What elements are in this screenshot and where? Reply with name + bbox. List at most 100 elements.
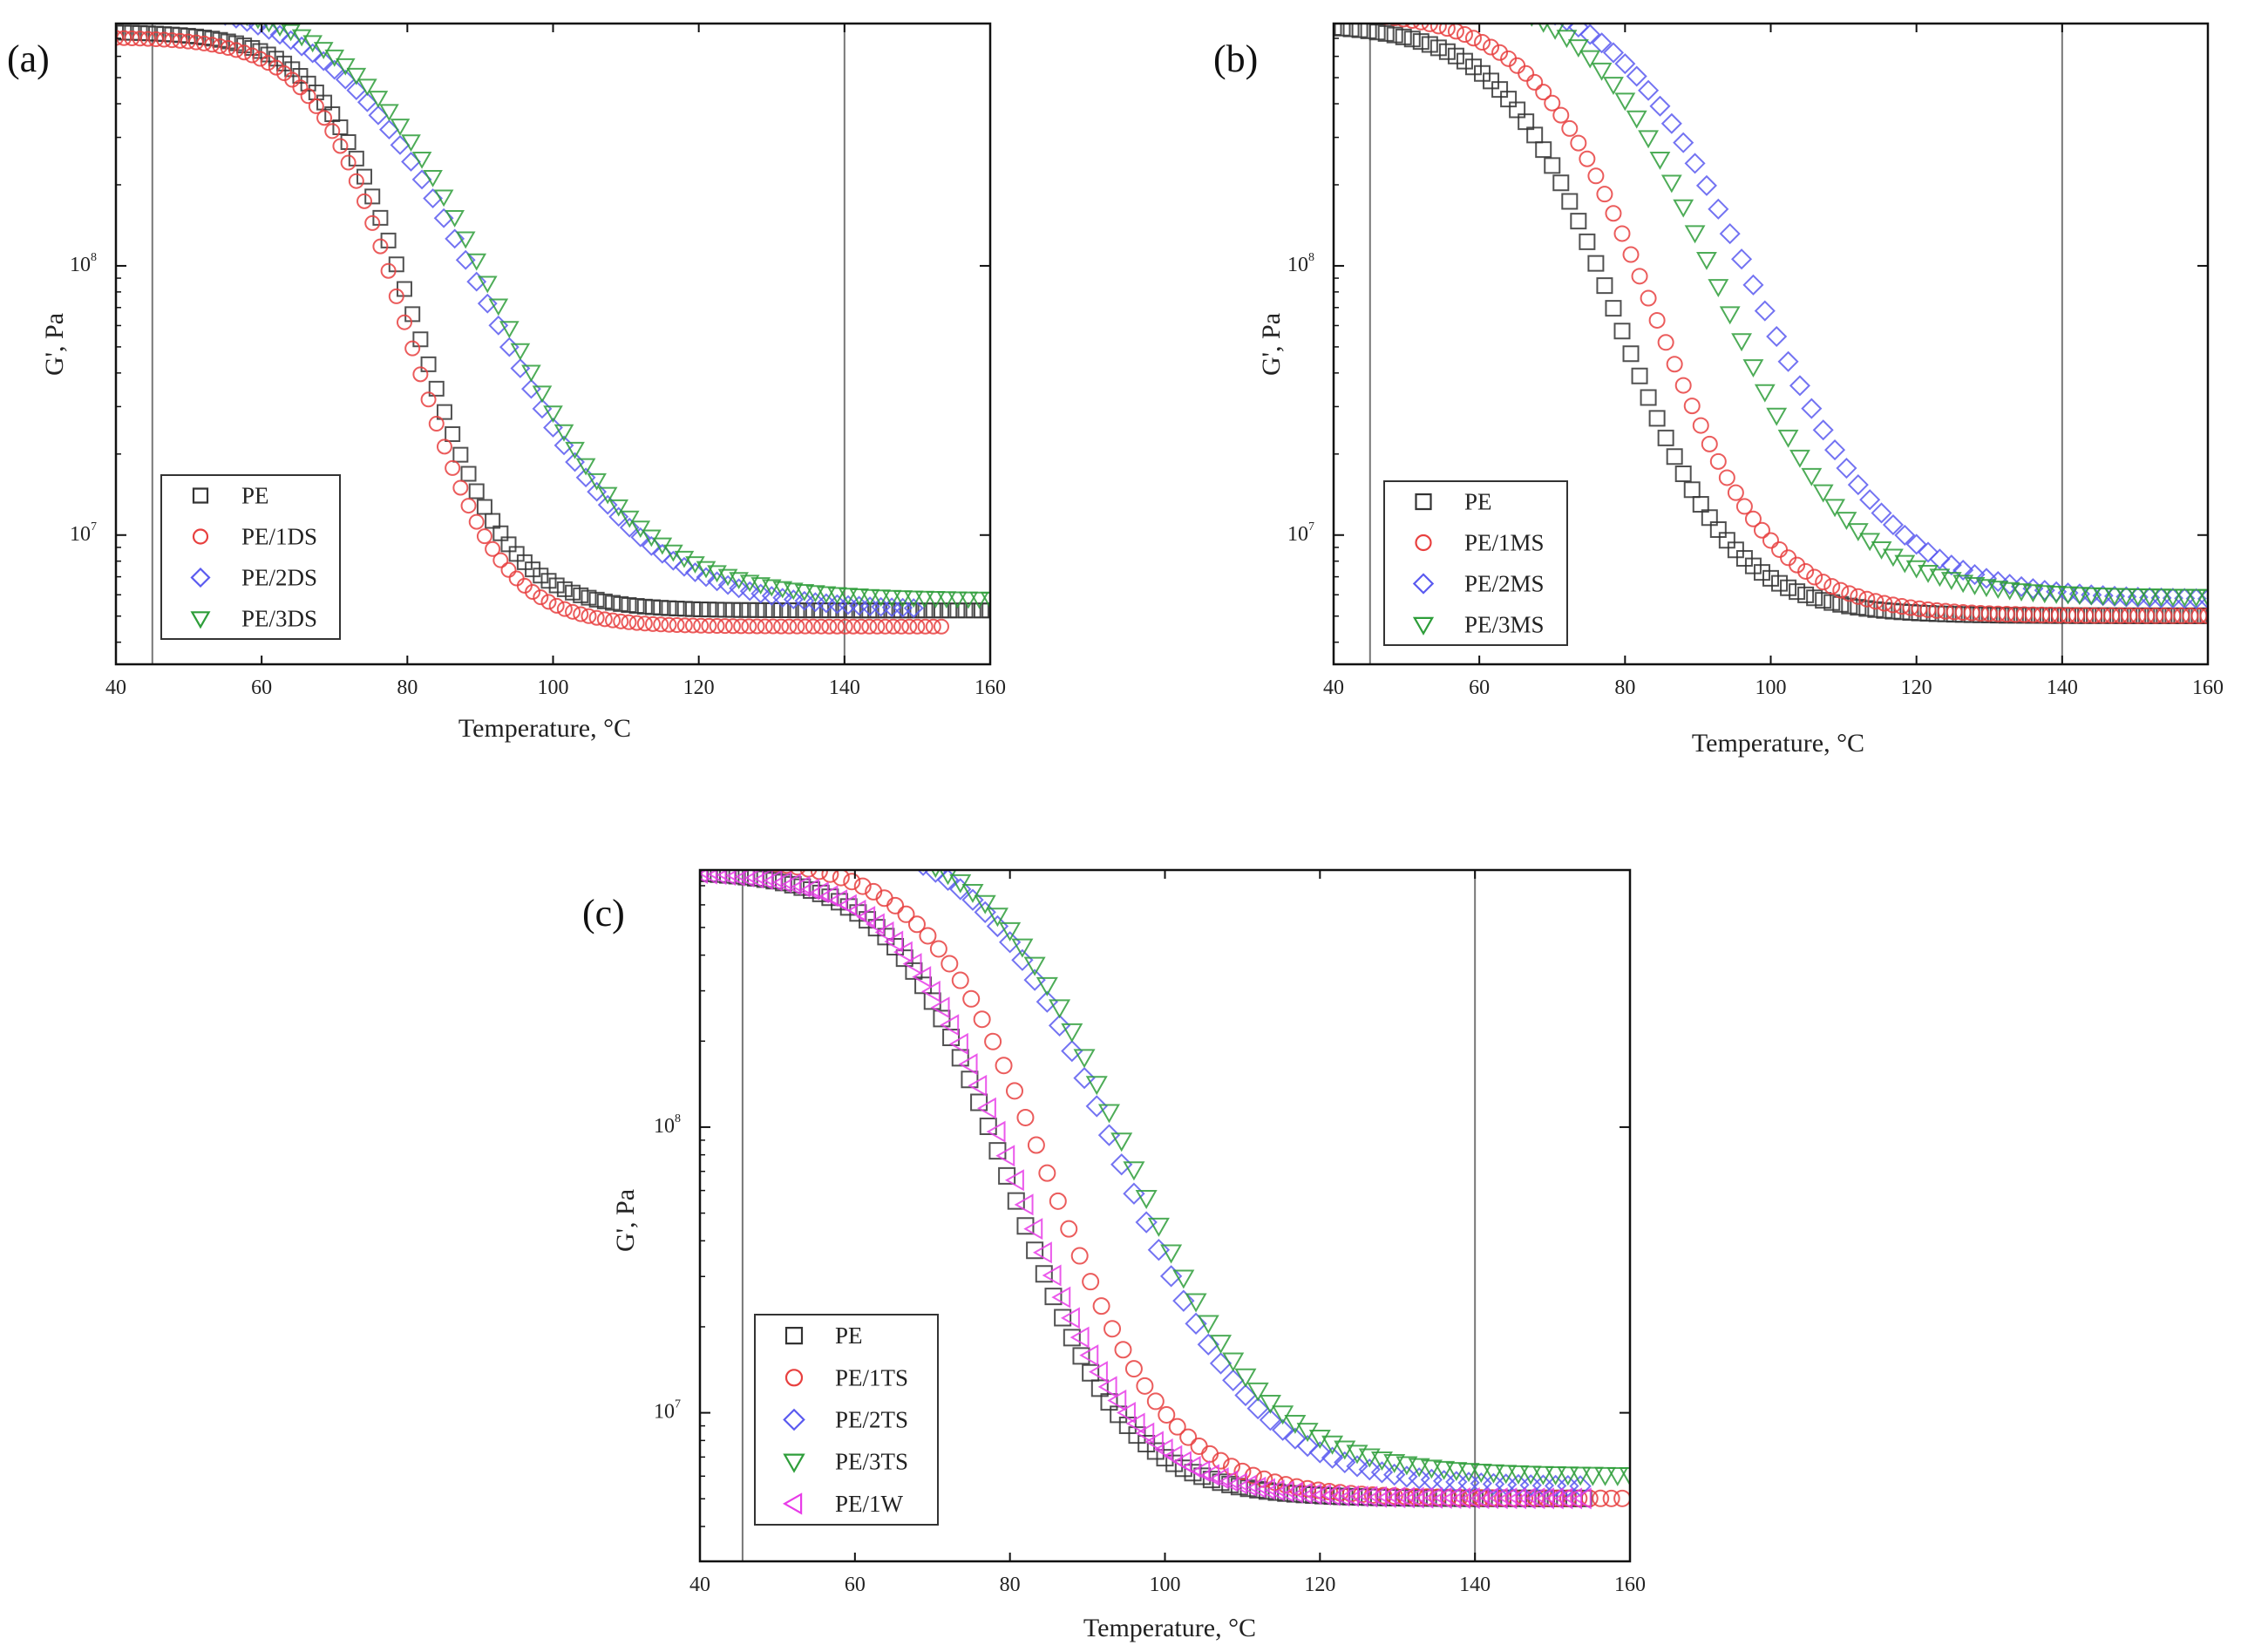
data-point <box>2086 607 2103 624</box>
data-point <box>984 1032 1002 1050</box>
data-point <box>452 446 469 463</box>
data-point <box>1579 150 1596 167</box>
data-point <box>436 438 452 455</box>
data-point <box>1847 474 1869 496</box>
data-point <box>1163 1445 1183 1467</box>
data-point <box>1320 1483 1339 1501</box>
data-point <box>452 479 469 496</box>
data-point <box>739 581 760 602</box>
data-point <box>316 94 333 111</box>
data-point <box>1259 1409 1282 1431</box>
data-point <box>999 921 1022 942</box>
data-point <box>1684 225 1706 244</box>
data-point <box>941 955 959 973</box>
data-point <box>1975 568 1997 589</box>
data-point <box>772 581 793 599</box>
data-point <box>492 552 509 568</box>
data-point <box>1451 1486 1471 1510</box>
data-point <box>445 425 461 442</box>
data-point <box>340 133 357 150</box>
data-point <box>986 1120 1006 1143</box>
data-point <box>1674 465 1692 482</box>
data-point <box>411 151 432 169</box>
data-point <box>1731 333 1752 352</box>
x-tick-label: 160 <box>2192 676 2224 699</box>
data-point <box>379 104 399 122</box>
data-point <box>1594 1466 1617 1486</box>
data-point <box>139 31 156 47</box>
legend-entry: PE/2TS <box>835 1407 908 1433</box>
data-point <box>147 31 164 47</box>
data-point <box>805 585 825 603</box>
data-point <box>696 567 716 588</box>
data-point <box>1561 119 1579 137</box>
data-point <box>1438 24 1456 37</box>
data-point <box>2190 607 2208 624</box>
data-point <box>1535 84 1552 101</box>
data-point <box>1516 1487 1536 1510</box>
data-point <box>1342 24 1360 37</box>
data-point <box>1383 1454 1406 1473</box>
data-point <box>1051 1286 1071 1309</box>
data-point <box>332 138 349 154</box>
data-point <box>1159 1265 1183 1288</box>
data-point <box>920 980 941 1003</box>
data-point <box>608 499 629 517</box>
data-point <box>1871 502 1892 524</box>
data-point <box>187 34 204 51</box>
data-point <box>357 78 377 97</box>
legend-marker <box>190 611 211 629</box>
data-point <box>903 590 924 608</box>
data-point <box>936 870 960 891</box>
data-point <box>1648 410 1666 427</box>
x-tick-label: 40 <box>689 1574 710 1596</box>
data-point <box>1027 1136 1045 1154</box>
data-point <box>1553 1487 1573 1510</box>
data-point <box>1420 1459 1443 1479</box>
data-point <box>1964 564 1986 586</box>
data-point <box>357 92 377 112</box>
data-point <box>124 31 140 46</box>
data-point <box>1228 1472 1247 1495</box>
data-point <box>1488 1487 1508 1510</box>
data-point <box>1403 31 1421 48</box>
data-point <box>1085 1095 1108 1118</box>
legend-entry: PE/3DS <box>241 606 317 632</box>
data-point <box>1718 532 1735 549</box>
data-point <box>1302 1483 1322 1506</box>
data-point <box>1246 1382 1269 1402</box>
data-point <box>180 33 196 50</box>
data-point <box>947 591 968 609</box>
data-point <box>1902 599 1919 616</box>
data-point <box>508 546 525 562</box>
data-point <box>789 618 805 635</box>
series-pe-3ds <box>235 24 990 609</box>
data-point <box>1054 1309 1072 1327</box>
data-point <box>390 119 411 136</box>
data-point <box>1684 153 1706 174</box>
data-point <box>348 173 364 189</box>
data-point <box>1742 359 1764 378</box>
data-point <box>1841 585 1858 602</box>
data-point <box>995 1145 1015 1167</box>
legend: PE PE/1TS PE/2TS PE/3TS PE/1W <box>754 1314 939 1526</box>
data-point <box>2077 607 2095 624</box>
series-pe-1w <box>700 870 1592 1510</box>
data-point <box>1928 602 1946 619</box>
data-point <box>565 441 585 459</box>
data-point <box>1082 1273 1100 1291</box>
data-point <box>973 1010 991 1029</box>
data-point <box>1824 439 1846 461</box>
data-point <box>300 88 316 105</box>
data-point <box>1836 458 1857 479</box>
data-point <box>1063 1329 1081 1347</box>
data-point <box>1259 1395 1281 1414</box>
data-point <box>1125 1412 1145 1435</box>
data-point <box>2103 607 2121 624</box>
data-point <box>832 870 850 887</box>
data-point <box>1727 541 1744 559</box>
data-point <box>1507 1487 1527 1510</box>
data-point <box>1867 593 1884 610</box>
data-point <box>510 343 531 361</box>
data-point <box>1396 1486 1416 1509</box>
